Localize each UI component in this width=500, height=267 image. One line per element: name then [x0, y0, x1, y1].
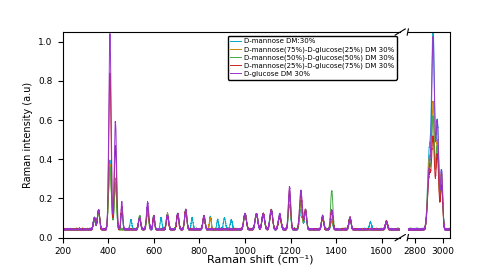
D-mannose(25%)-D-glucose(75%) DM 30% [472, 228, 478, 231]
D-mannose(50%)-D-glucose(50%) DM 30% [295, 225, 301, 229]
D-mannose(50%)-D-glucose(50%) DM 30% [60, 228, 66, 231]
D-glucose DM 30% [295, 223, 301, 226]
D-mannose(25%)-D-glucose(75%) DM 30% [60, 228, 66, 231]
D-mannose DM:30% [444, 228, 450, 231]
D-mannose(25%)-D-glucose(75%) DM 30% [444, 228, 450, 231]
D-mannose(50%)-D-glucose(50%) DM 30% [60, 228, 66, 231]
D-glucose DM 30% [444, 228, 450, 231]
D-glucose DM 30% [473, 228, 479, 231]
D-glucose DM 30% [60, 228, 66, 231]
D-mannose(75%)-D-glucose(25%) DM 30% [60, 228, 66, 231]
Line: D-mannose(75%)-D-glucose(25%) DM 30%: D-mannose(75%)-D-glucose(25%) DM 30% [62, 101, 500, 230]
Line: D-mannose DM:30%: D-mannose DM:30% [62, 26, 500, 230]
D-mannose(25%)-D-glucose(75%) DM 30% [92, 217, 98, 221]
D-mannose(75%)-D-glucose(25%) DM 30% [92, 218, 98, 221]
D-mannose(75%)-D-glucose(25%) DM 30% [472, 228, 478, 231]
D-mannose(75%)-D-glucose(25%) DM 30% [295, 227, 301, 230]
D-glucose DM 30% [60, 228, 66, 231]
D-mannose(75%)-D-glucose(25%) DM 30% [444, 227, 450, 230]
D-mannose DM:30% [92, 219, 98, 222]
D-mannose(50%)-D-glucose(50%) DM 30% [444, 227, 450, 231]
Line: D-glucose DM 30%: D-glucose DM 30% [62, 34, 500, 230]
Text: Raman shift (cm⁻¹): Raman shift (cm⁻¹) [207, 254, 313, 264]
Line: D-mannose(50%)-D-glucose(50%) DM 30%: D-mannose(50%)-D-glucose(50%) DM 30% [62, 116, 500, 230]
D-mannose DM:30% [60, 228, 66, 231]
D-mannose(50%)-D-glucose(50%) DM 30% [472, 228, 478, 231]
D-glucose DM 30% [92, 219, 98, 222]
D-mannose DM:30% [295, 225, 301, 228]
D-mannose(25%)-D-glucose(75%) DM 30% [107, 72, 113, 75]
D-glucose DM 30% [107, 32, 113, 35]
D-mannose DM:30% [472, 228, 478, 231]
D-mannose DM:30% [60, 228, 66, 231]
Y-axis label: Raman intensity (a.u): Raman intensity (a.u) [23, 82, 33, 188]
Line: D-mannose(25%)-D-glucose(75%) DM 30%: D-mannose(25%)-D-glucose(75%) DM 30% [62, 73, 500, 230]
D-mannose(50%)-D-glucose(50%) DM 30% [92, 219, 98, 223]
D-mannose(25%)-D-glucose(75%) DM 30% [295, 225, 301, 228]
Legend: D-mannose DM:30%, D-mannose(75%)-D-glucose(25%) DM 30%, D-mannose(50%)-D-glucose: D-mannose DM:30%, D-mannose(75%)-D-gluco… [228, 36, 396, 80]
